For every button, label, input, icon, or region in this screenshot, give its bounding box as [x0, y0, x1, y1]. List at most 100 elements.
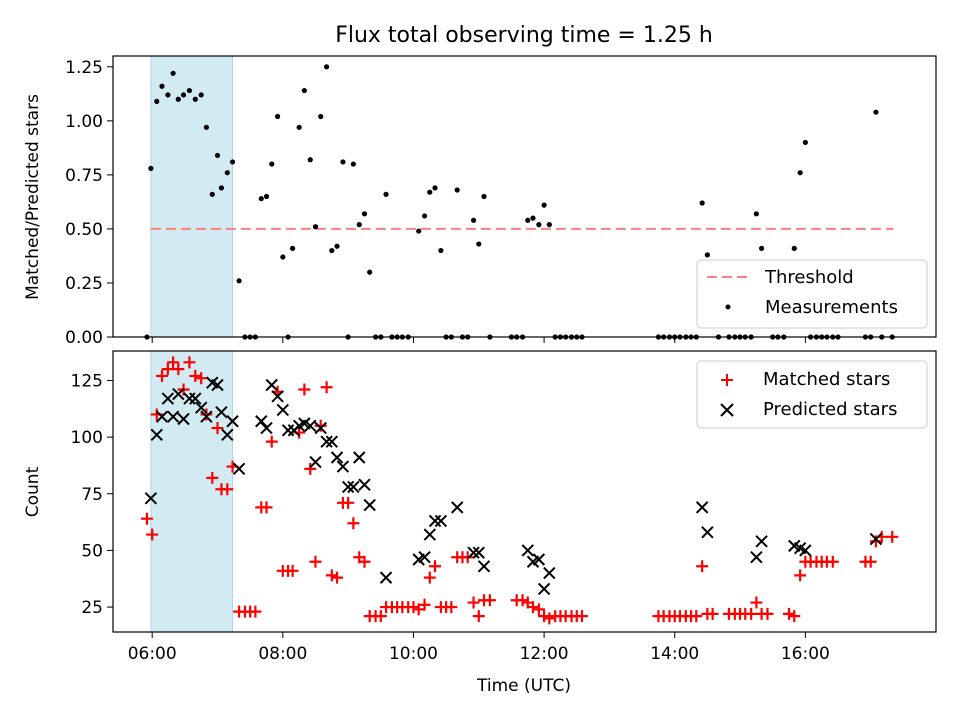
- matched-star-point: [783, 607, 796, 620]
- matched-star-point: [200, 408, 213, 421]
- measurement-point: [802, 139, 808, 146]
- matched-star-point: [483, 594, 496, 607]
- bottom-panel: 25 50 75 100 125 06:00 08:00 10:00 12:00 14:00 16…: [23, 350, 937, 696]
- matched-star-point: [526, 601, 539, 614]
- predicted-star-point: [336, 460, 350, 473]
- predicted-star-point: [869, 532, 883, 546]
- bottom-x-axis: 06:00 08:00 10:00 12:00 14:00 16:00: [128, 632, 830, 664]
- matched-star-point: [249, 605, 262, 618]
- predicted-star-point: [341, 480, 355, 494]
- matched-star-point: [167, 356, 180, 369]
- predicted-star-point: [537, 582, 551, 596]
- measurement-point: [421, 213, 428, 219]
- matched-star-point: [140, 512, 153, 525]
- predicted-star-point: [428, 514, 442, 528]
- measurement-point: [361, 211, 368, 217]
- predicted-star-point: [379, 571, 393, 584]
- matched-star-point: [298, 383, 311, 396]
- measurement-point: [416, 228, 422, 234]
- measurement-point: [427, 189, 433, 195]
- top-panel: 0.00 0.25 0.50 0.75 1.00 1.25 Matched/Predict…: [23, 55, 937, 348]
- measurement-point: [275, 113, 281, 120]
- measurement-point: [470, 217, 477, 223]
- measurement-point: [301, 87, 307, 94]
- predicted-star-point: [330, 451, 344, 464]
- measurement-point: [307, 157, 313, 163]
- top-y-tick-label: 0.25: [65, 274, 103, 294]
- predicted-star-point: [347, 480, 360, 494]
- matched-star-point: [407, 601, 420, 614]
- predicted-star-point: [314, 421, 327, 435]
- legend-measurements-swatch: [725, 304, 731, 310]
- matched-star-point: [750, 596, 763, 609]
- bottom-legend-box: [696, 360, 928, 429]
- measurement-point: [323, 64, 330, 70]
- predicted-star-point: [265, 378, 278, 392]
- matched-star-point: [347, 517, 360, 530]
- measurement-point: [159, 83, 165, 89]
- bottom-y-tick-label: 100: [71, 428, 103, 448]
- legend-matched-swatch: [721, 374, 733, 386]
- matched-star-point: [761, 607, 774, 620]
- bottom-shaded-interval: [150, 350, 234, 633]
- matched-star-point: [320, 381, 333, 394]
- predicted-star-point: [532, 553, 546, 566]
- top-y-tick-label: 0.75: [65, 166, 103, 186]
- predicted-star-point: [189, 392, 202, 405]
- matched-star-point: [429, 560, 442, 573]
- matched-star-point: [538, 610, 551, 623]
- measurement-point: [873, 109, 879, 115]
- measurement-point: [229, 159, 236, 165]
- measurement-point: [154, 98, 160, 104]
- top-legend-box: [696, 259, 928, 329]
- predicted-star-point: [750, 551, 763, 564]
- predicted-star-point: [701, 526, 714, 539]
- measurement-point: [699, 200, 705, 206]
- matched-star-point: [260, 501, 273, 514]
- matched-star-point: [342, 496, 355, 509]
- measurement-point: [438, 247, 444, 254]
- bottom-x-tick-label: 12:00: [520, 644, 569, 664]
- matched-star-point: [146, 528, 159, 541]
- predicted-star-point: [363, 498, 376, 512]
- matched-star-point: [189, 369, 202, 382]
- matched-star-point: [374, 610, 387, 623]
- bottom-y-tick-label: 75: [81, 485, 103, 505]
- measurement-point: [180, 92, 187, 98]
- bottom-plot-frame: [112, 350, 937, 633]
- matched-star-point: [161, 363, 174, 376]
- matched-star-point: [532, 603, 545, 616]
- measurement-point: [224, 170, 230, 176]
- measurement-point: [198, 92, 204, 98]
- top-y-tick-label: 1.25: [65, 58, 103, 78]
- matched-star-point: [195, 372, 208, 385]
- matched-star-point: [265, 435, 278, 448]
- measurement-point: [704, 252, 710, 258]
- predicted-star-point: [309, 455, 322, 469]
- predicted-star-point: [200, 410, 213, 423]
- bottom-x-tick-label: 10:00: [389, 644, 438, 664]
- predicted-star-point: [172, 387, 185, 401]
- predicted-star-point: [232, 462, 246, 476]
- matched-star-point: [696, 560, 709, 573]
- measurement-point: [209, 191, 215, 197]
- measurement-point: [383, 191, 389, 197]
- predicted-star-point: [423, 528, 436, 541]
- matched-star-point: [331, 571, 344, 584]
- predicted-star-point: [226, 415, 239, 428]
- bottom-legend: Matched stars Predicted stars: [696, 360, 928, 429]
- matched-star-point: [286, 564, 299, 577]
- matched-star-point: [221, 483, 234, 496]
- bottom-x-tick-label: 06:00: [128, 644, 177, 664]
- measurement-point: [454, 187, 460, 193]
- matched-star-point: [183, 356, 196, 369]
- measurement-point: [432, 185, 438, 191]
- matched-star-point: [423, 571, 436, 584]
- matched-star-point: [445, 601, 458, 614]
- matched-star-point: [745, 607, 758, 620]
- predicted-star-point: [695, 501, 709, 514]
- predicted-star-point: [211, 378, 224, 392]
- predicted-star-point: [166, 410, 180, 423]
- measurement-point: [334, 243, 340, 249]
- matched-star-point: [690, 610, 703, 623]
